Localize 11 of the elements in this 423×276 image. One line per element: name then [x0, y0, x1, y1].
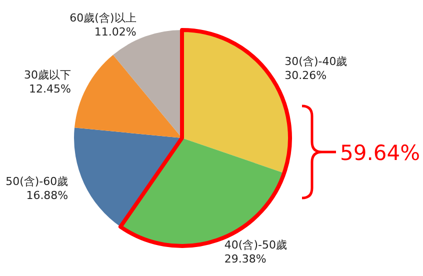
data-label: 16.88%	[26, 189, 68, 202]
text: 59.64%	[340, 141, 420, 165]
slice-label: 60歲(含)以上	[70, 12, 136, 25]
slice-label: 30(含)-40歲	[284, 54, 348, 68]
slice-label: 40(含)-50歲	[224, 238, 287, 252]
data-label: 30.26%	[284, 68, 327, 82]
data-label: 11.02%	[94, 26, 136, 39]
slice-label: 50(含)-60歲	[6, 175, 68, 188]
data-label: 29.38%	[224, 252, 266, 266]
data-label: 12.45%	[29, 82, 71, 96]
slice-label: 30歲以下	[24, 68, 71, 82]
